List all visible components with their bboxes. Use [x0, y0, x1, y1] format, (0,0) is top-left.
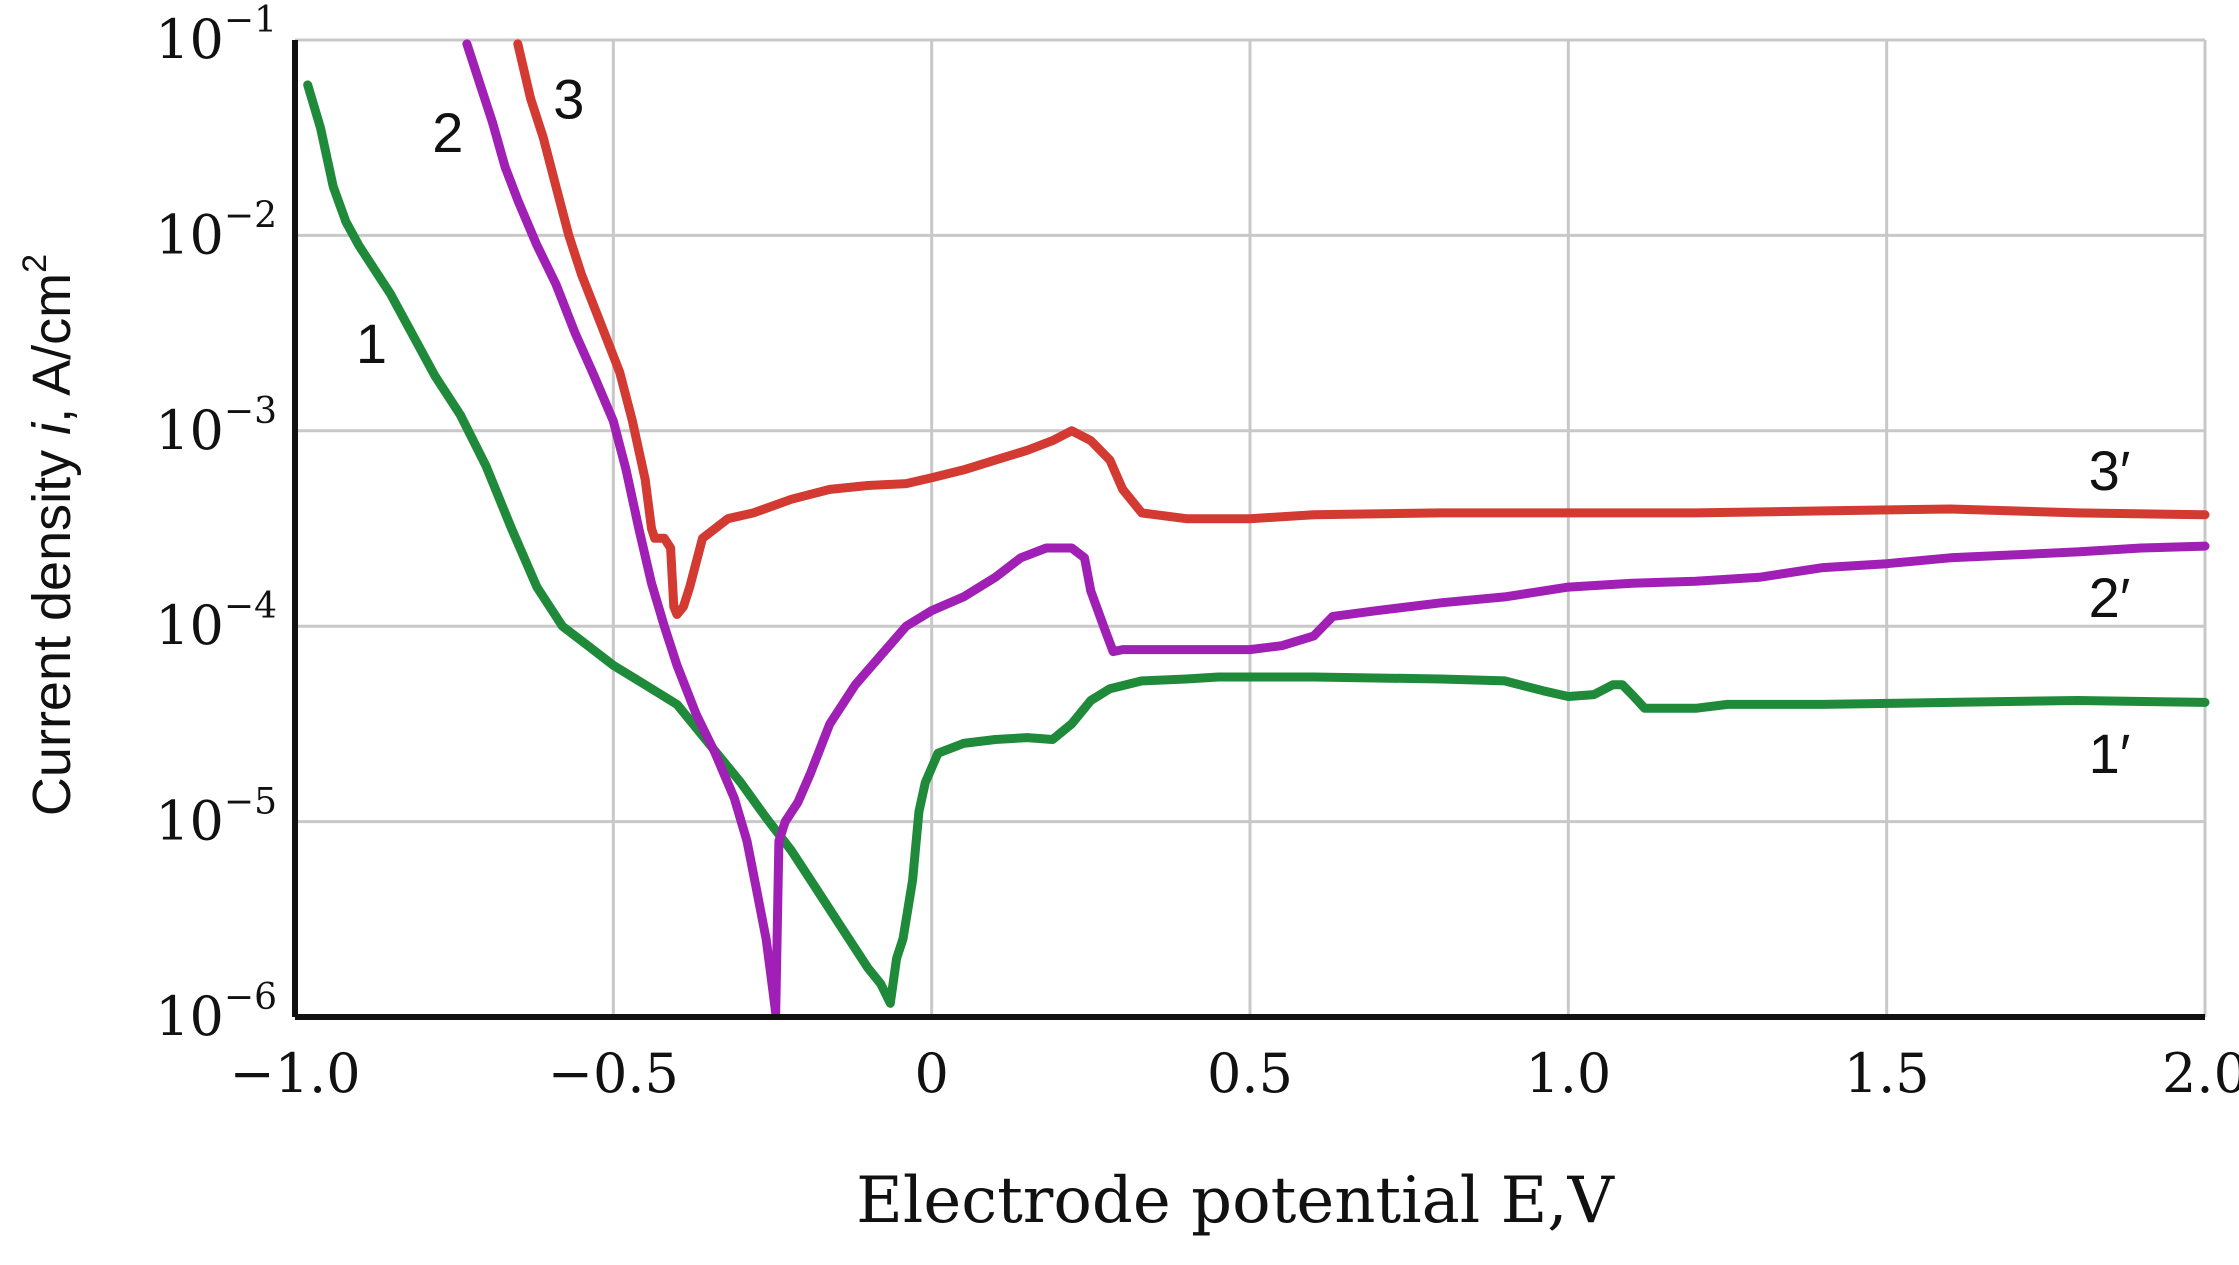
curve-label-1: 1: [356, 312, 387, 375]
y-tick-base: 10: [155, 8, 224, 71]
y-tick-exponent: −2: [224, 195, 277, 236]
y-tick-base: 10: [155, 594, 224, 657]
y-axis-title: Current density i, A/cm2: [16, 254, 82, 816]
y-tick-base: 10: [155, 790, 224, 853]
x-tick-label: 1.0: [1525, 1042, 1611, 1105]
x-tick-label: 2.0: [2162, 1042, 2239, 1105]
y-axis-title-sup: 2: [16, 254, 54, 273]
y-tick-label: 10−4: [155, 586, 277, 657]
y-tick-label: 10−1: [155, 0, 277, 71]
y-tick-exponent: −4: [224, 586, 277, 627]
y-tick-label: 10−5: [155, 782, 277, 853]
x-tick-label: −0.5: [548, 1042, 679, 1105]
curve-label-1: 1′: [2089, 722, 2131, 785]
series-line-3: [513, 39, 2210, 619]
y-tick-exponent: −6: [224, 977, 277, 1018]
curve-label-2: 2′: [2089, 566, 2131, 629]
x-axis-title: Electrode potential E,V: [856, 1164, 1615, 1238]
y-tick-exponent: −5: [224, 782, 277, 823]
y-tick-label: 10−3: [155, 391, 277, 462]
axes: [292, 40, 2205, 1020]
series-group: [303, 39, 2210, 1018]
y-tick-base: 10: [155, 203, 224, 266]
y-axis-title-italic: i: [22, 421, 82, 435]
y-axis-title-main: Current density: [22, 435, 82, 816]
series-line-1: [303, 80, 2210, 1008]
x-tick-label: 0: [914, 1042, 948, 1105]
y-tick-label: 10−6: [155, 977, 277, 1048]
curve-label-3: 3′: [2089, 439, 2131, 502]
curve-label-3: 3: [553, 68, 584, 131]
curve-label-2: 2: [432, 101, 463, 164]
y-tick-labels: 10−110−210−310−410−510−6: [155, 0, 277, 1048]
x-tick-label: −1.0: [229, 1042, 360, 1105]
x-tick-labels: −1.0 −0.5 0 0.5 1.0 1.5 2.0: [229, 1042, 2239, 1105]
y-tick-base: 10: [155, 399, 224, 462]
y-axis-title-rest: , A/cm: [22, 273, 82, 423]
series-line-2: [462, 39, 2210, 1018]
y-tick-label: 10−2: [155, 195, 277, 266]
y-tick-exponent: −3: [224, 391, 277, 432]
x-tick-label: 1.5: [1844, 1042, 1930, 1105]
curve-labels: 1 1′ 2 2′ 3 3′: [356, 68, 2131, 786]
x-tick-label: 0.5: [1207, 1042, 1293, 1105]
grid: [295, 38, 2207, 1017]
y-tick-exponent: −1: [224, 0, 277, 41]
y-tick-base: 10: [155, 985, 224, 1048]
